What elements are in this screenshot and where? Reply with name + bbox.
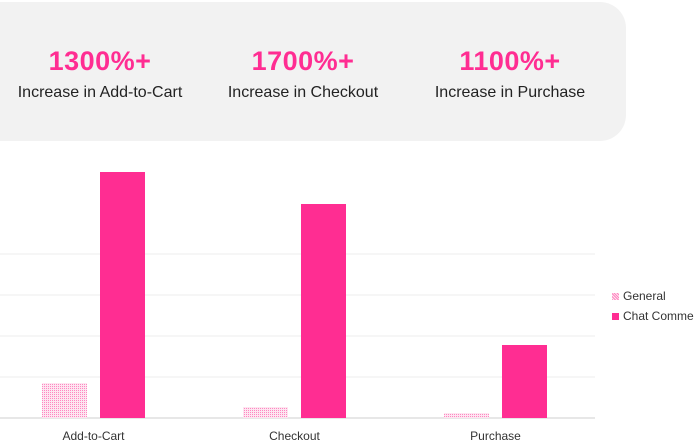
legend-item-chat: Chat Comme [612, 306, 694, 326]
x-tick-label: Purchase [470, 429, 521, 443]
bar-chat-checkout [301, 204, 346, 418]
stat-add-to-cart: 1300%+ Increase in Add-to-Cart [10, 46, 190, 102]
stats-panel [0, 2, 626, 141]
gridlines [0, 253, 595, 419]
stat-value: 1100%+ [459, 46, 561, 76]
bar-general-purchase [444, 413, 489, 418]
x-tick-label: Add-to-Cart [62, 429, 125, 443]
bars [42, 172, 547, 418]
bar-general-add-to-cart [42, 383, 87, 418]
stat-value: 1700%+ [251, 46, 355, 76]
x-tick-label: Checkout [269, 429, 320, 443]
x-axis-ticks: Add-to-Cart Checkout Purchase [62, 429, 521, 443]
legend-swatch-chat [612, 312, 619, 320]
legend-swatch-general [612, 292, 619, 300]
stat-value: 1300%+ [48, 46, 152, 76]
stat-label: Increase in Checkout [227, 84, 379, 101]
stat-purchase: 1100%+ Increase in Purchase [420, 46, 600, 102]
bar-chat-purchase [502, 345, 547, 418]
bar-general-checkout [243, 407, 288, 418]
bar-chat-add-to-cart [100, 172, 145, 418]
legend-label-general: General [623, 289, 666, 303]
stat-label: Increase in Purchase [434, 84, 586, 101]
legend: General Chat Comme [612, 286, 694, 326]
legend-label-chat: Chat Comme [623, 309, 694, 323]
stat-label: Increase in Add-to-Cart [17, 84, 183, 101]
stat-checkout: 1700%+ Increase in Checkout [213, 46, 393, 102]
legend-item-general: General [612, 286, 694, 306]
